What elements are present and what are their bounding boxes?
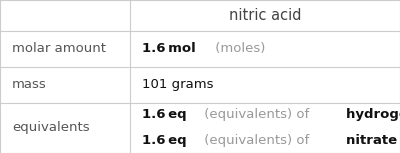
Text: nitrate anion: nitrate anion <box>346 134 400 147</box>
Text: 101 grams: 101 grams <box>142 78 214 91</box>
Text: 1.6 mol: 1.6 mol <box>142 42 196 55</box>
Text: hydrogen cation: hydrogen cation <box>346 108 400 121</box>
Text: nitric acid: nitric acid <box>229 8 301 23</box>
Text: (equivalents) of: (equivalents) of <box>200 108 313 121</box>
Text: (moles): (moles) <box>211 42 266 55</box>
Text: equivalents: equivalents <box>12 121 90 134</box>
Text: mass: mass <box>12 78 47 91</box>
Text: 1.6 eq: 1.6 eq <box>142 134 187 147</box>
Text: (equivalents) of: (equivalents) of <box>200 134 313 147</box>
Text: 1.6 eq: 1.6 eq <box>142 108 187 121</box>
Text: molar amount: molar amount <box>12 42 106 55</box>
